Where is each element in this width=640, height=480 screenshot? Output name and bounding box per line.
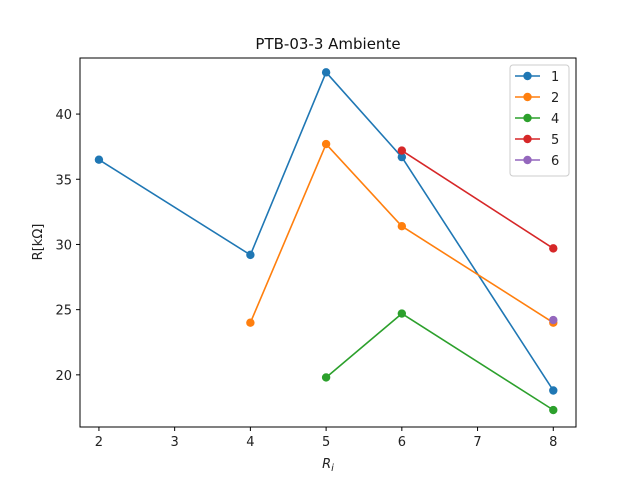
series-2-line [249,143,554,324]
x-tick-label: 6 [398,435,406,450]
legend-marker-2 [523,92,532,102]
y-tick-label: 35 [55,173,72,188]
series-1-point [246,250,255,260]
legend: 1 2 4 5 6 [509,64,570,177]
series-2-point [246,318,255,327]
y-axis-title: R[kΩ] [31,224,46,261]
legend-label-1: 1 [551,70,559,85]
series-2-point [321,139,331,149]
y-tick-label: 20 [55,369,72,384]
x-tick-label: 7 [473,435,481,450]
series-5-line [401,149,554,250]
series-1-point [549,386,558,395]
chart-title: PTB-03-3 Ambiente [255,35,400,53]
legend-label-2: 2 [551,91,559,106]
series-5-point [397,146,407,155]
legend-label-5: 5 [551,133,559,148]
legend-box [509,64,570,177]
x-tick-label: 2 [95,435,103,450]
axes-frame [79,57,577,428]
x-tick-label: 8 [549,435,557,450]
series-1-point [94,155,104,164]
series-4-point [549,405,558,415]
series-1-point [397,152,407,162]
x-tick-label: 4 [246,435,254,450]
series-4-point [321,373,331,382]
series-2-point [397,222,407,231]
y-tick-label: 30 [55,238,72,253]
series-5-point [549,244,558,253]
y-tick-label: 40 [55,108,72,123]
series-1-point [321,68,331,77]
legend-label-4: 4 [551,112,559,127]
legend-marker-4 [523,113,532,123]
series-6-point [549,315,558,325]
legend-marker-5 [523,134,532,144]
series-4-point [397,309,407,318]
x-axis-title: Ri [322,457,334,474]
x-tick-label: 3 [171,435,179,450]
x-axis-title-subscript: i [331,463,334,474]
y-tick-label: 25 [55,304,72,319]
x-tick-label: 5 [322,435,330,450]
legend-label-6: 6 [551,154,559,169]
x-axis-title-main: R [322,457,331,472]
legend-marker-6 [523,155,532,165]
legend-marker-1 [523,71,532,81]
